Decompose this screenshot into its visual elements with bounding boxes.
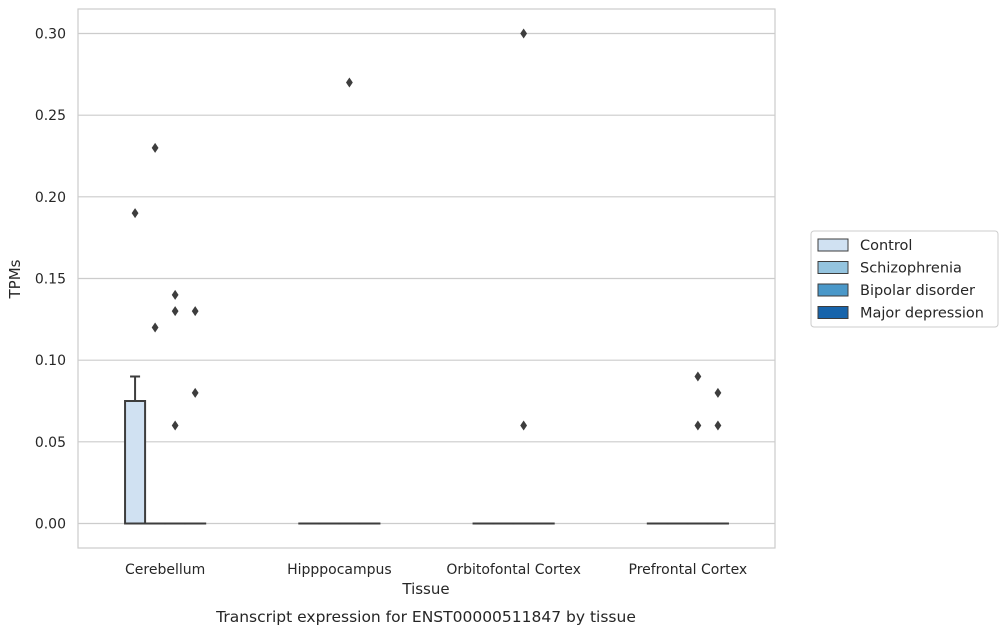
outlier-point	[131, 208, 139, 219]
outlier-point	[520, 420, 528, 431]
y-tick-labels: 0.00 0.05 0.10 0.15 0.20 0.25 0.30	[35, 27, 66, 533]
box-major-depression	[706, 387, 729, 525]
y-tick-label: 0.05	[35, 435, 66, 451]
legend-item: Control	[817, 238, 912, 254]
legend-swatch	[817, 261, 849, 274]
outlier-point	[694, 420, 702, 431]
box-bipolar-disorder	[686, 371, 709, 525]
legend-item: Schizophrenia	[817, 261, 962, 277]
y-tick-label: 0.25	[35, 108, 66, 124]
y-tick-label: 0.15	[35, 272, 66, 288]
legend-item: Major depression	[817, 306, 984, 322]
outlier-point	[171, 306, 179, 317]
legend-swatch	[817, 283, 849, 297]
legend-label: Control	[860, 238, 912, 254]
plot-frame	[77, 8, 776, 549]
y-axis-title: TPMs	[6, 259, 24, 299]
legend-label: Bipolar disorder	[860, 283, 975, 299]
outlier-point	[171, 289, 179, 300]
outlier-point	[191, 387, 199, 398]
legend-label: Schizophrenia	[860, 261, 962, 277]
legend-label: Major depression	[860, 306, 984, 322]
outlier-point	[520, 28, 528, 39]
x-tick-label: Hipppocampus	[287, 562, 392, 578]
x-tick-label: Orbitofontal Cortex	[446, 562, 581, 578]
y-tick-label: 0.30	[35, 27, 66, 43]
outlier-point	[151, 322, 159, 333]
outlier-point	[345, 77, 353, 88]
legend-swatch	[817, 238, 849, 252]
y-tick-label: 0.00	[35, 517, 66, 533]
legend-item: Bipolar disorder	[817, 283, 975, 299]
box-major-depression	[184, 306, 207, 525]
x-tick-label: Prefrontal Cortex	[629, 562, 748, 578]
outlier-point	[171, 420, 179, 431]
x-tick-labels: Cerebellum Hipppocampus Orbitofontal Corte…	[125, 562, 747, 578]
legend-box	[810, 230, 999, 328]
x-axis-title: Tissue	[401, 580, 449, 598]
outlier-point	[714, 387, 722, 398]
legend: Control Schizophrenia Bipolar disorder Majo…	[810, 230, 999, 328]
legend-swatch	[817, 306, 849, 319]
box-bipolar-disorder	[164, 289, 187, 525]
x-tick-label: Cerebellum	[125, 562, 205, 578]
outlier-point	[714, 420, 722, 431]
outlier-point	[191, 306, 199, 317]
box-control	[124, 208, 147, 525]
outlier-point	[151, 142, 159, 153]
y-tick-label: 0.20	[35, 190, 66, 206]
chart-caption: Transcript expression for ENST0000051184…	[215, 608, 636, 626]
boxes	[124, 28, 729, 525]
outlier-point	[694, 371, 702, 382]
y-tick-label: 0.10	[35, 353, 66, 369]
box-body	[124, 400, 147, 525]
